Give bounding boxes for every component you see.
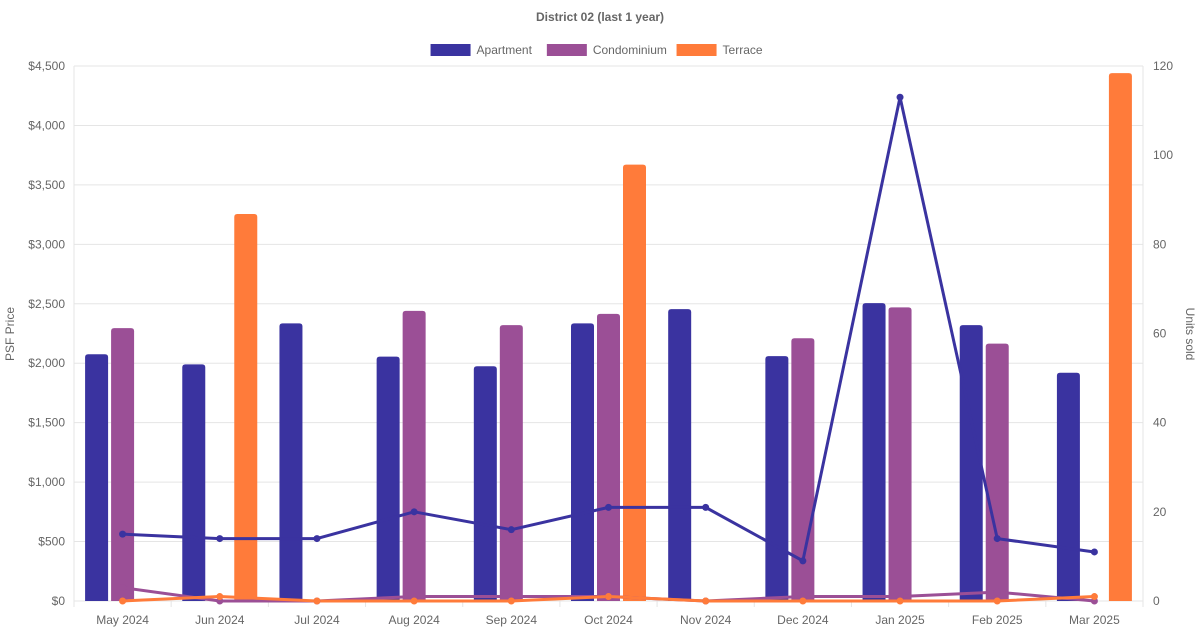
x-tick-label: Sep 2024	[486, 613, 538, 627]
bar-apartment	[376, 356, 400, 601]
legend: Apartment Condominium Terrace	[430, 43, 763, 57]
x-tick-label: Nov 2024	[680, 613, 732, 627]
y-right-tick-label: 0	[1153, 594, 1160, 608]
y-right-tick-label: 40	[1153, 416, 1167, 430]
point-terrace-units-sold	[216, 593, 224, 601]
point-terrace-units-sold	[896, 597, 904, 605]
axes: $0 $500 $1,000 $1,500 $2,000 $2,500 $3,000 $3,5…	[28, 59, 1173, 627]
bar-terrace	[1108, 73, 1132, 602]
x-tick-label: Mar 2025	[1069, 613, 1120, 627]
point-terrace-units-sold	[1090, 593, 1098, 601]
point-condominium-units-sold	[119, 584, 127, 592]
point-apartment-units-sold	[410, 508, 418, 516]
point-apartment-units-sold	[799, 557, 807, 565]
point-apartment-units-sold	[1090, 548, 1098, 556]
x-tick-label: Dec 2024	[777, 613, 829, 627]
point-apartment-units-sold	[605, 503, 612, 511]
legend-label-apartment[interactable]: Apartment	[477, 43, 533, 57]
bar-condominium	[597, 313, 620, 601]
bar-apartment	[571, 323, 594, 601]
legend-label-terrace[interactable]: Terrace	[723, 43, 763, 57]
x-tick-label: May 2024	[96, 613, 149, 627]
bars	[85, 73, 1132, 602]
point-terrace-units-sold	[119, 597, 127, 605]
bar-apartment	[1056, 372, 1080, 601]
y-left-tick-label: $4,000	[28, 118, 65, 132]
points	[119, 93, 1098, 605]
point-terrace-units-sold	[702, 597, 710, 605]
bar-apartment	[85, 354, 109, 601]
y-right-tick-label: 120	[1153, 59, 1173, 73]
bar-apartment	[279, 323, 303, 601]
y-left-tick-label: $3,500	[28, 178, 65, 192]
y-right-tick-label: 60	[1153, 327, 1167, 341]
bar-condominium	[985, 343, 1009, 601]
point-terrace-units-sold	[507, 597, 515, 605]
x-tick-label: Jun 2024	[195, 613, 245, 627]
point-apartment-units-sold	[896, 93, 904, 101]
y-left-tick-label: $1,000	[28, 475, 65, 489]
point-condominium-units-sold	[993, 588, 1001, 596]
bar-condominium	[402, 310, 426, 601]
point-apartment-units-sold	[702, 503, 710, 511]
y-axis-left-title: PSF Price	[3, 307, 17, 361]
y-left-tick-label: $0	[52, 594, 66, 608]
bar-apartment	[765, 356, 789, 601]
x-tick-label: Aug 2024	[388, 613, 440, 627]
y-left-tick-label: $1,500	[28, 416, 65, 430]
bar-apartment	[862, 303, 886, 601]
point-terrace-units-sold	[799, 597, 807, 605]
bar-apartment	[473, 366, 497, 601]
x-tick-label: Jan 2025	[875, 613, 925, 627]
bar-terrace	[234, 214, 258, 601]
chart-title: District 02 (last 1 year)	[536, 10, 664, 24]
y-right-tick-label: 100	[1153, 148, 1173, 162]
point-apartment-units-sold	[507, 526, 515, 534]
legend-swatch-apartment[interactable]	[430, 44, 471, 56]
point-terrace-units-sold	[410, 597, 418, 605]
y-left-tick-label: $500	[38, 535, 65, 549]
bar-terrace	[623, 164, 646, 601]
y-right-tick-label: 20	[1153, 505, 1167, 519]
bar-condominium	[499, 325, 523, 601]
y-left-tick-label: $2,500	[28, 297, 65, 311]
bar-apartment	[668, 309, 692, 601]
bar-condominium	[888, 307, 912, 601]
legend-label-condominium[interactable]: Condominium	[593, 43, 667, 57]
point-apartment-units-sold	[313, 535, 321, 543]
legend-swatch-terrace[interactable]	[676, 44, 717, 56]
y-axis-right-title: Units sold	[1183, 308, 1197, 361]
point-apartment-units-sold	[216, 535, 224, 543]
point-terrace-units-sold	[313, 597, 321, 605]
legend-swatch-condominium[interactable]	[546, 44, 587, 56]
bar-apartment	[182, 364, 206, 601]
point-apartment-units-sold	[119, 530, 127, 538]
x-tick-label: Feb 2025	[972, 613, 1023, 627]
point-terrace-units-sold	[605, 593, 612, 601]
bar-condominium	[111, 328, 135, 601]
y-right-tick-label: 80	[1153, 237, 1167, 251]
point-terrace-units-sold	[993, 597, 1001, 605]
y-left-tick-label: $4,500	[28, 59, 65, 73]
y-left-tick-label: $2,000	[28, 356, 65, 370]
x-tick-label: Jul 2024	[294, 613, 340, 627]
y-left-tick-label: $3,000	[28, 237, 65, 251]
point-apartment-units-sold	[993, 535, 1001, 543]
x-tick-label: Oct 2024	[584, 613, 633, 627]
